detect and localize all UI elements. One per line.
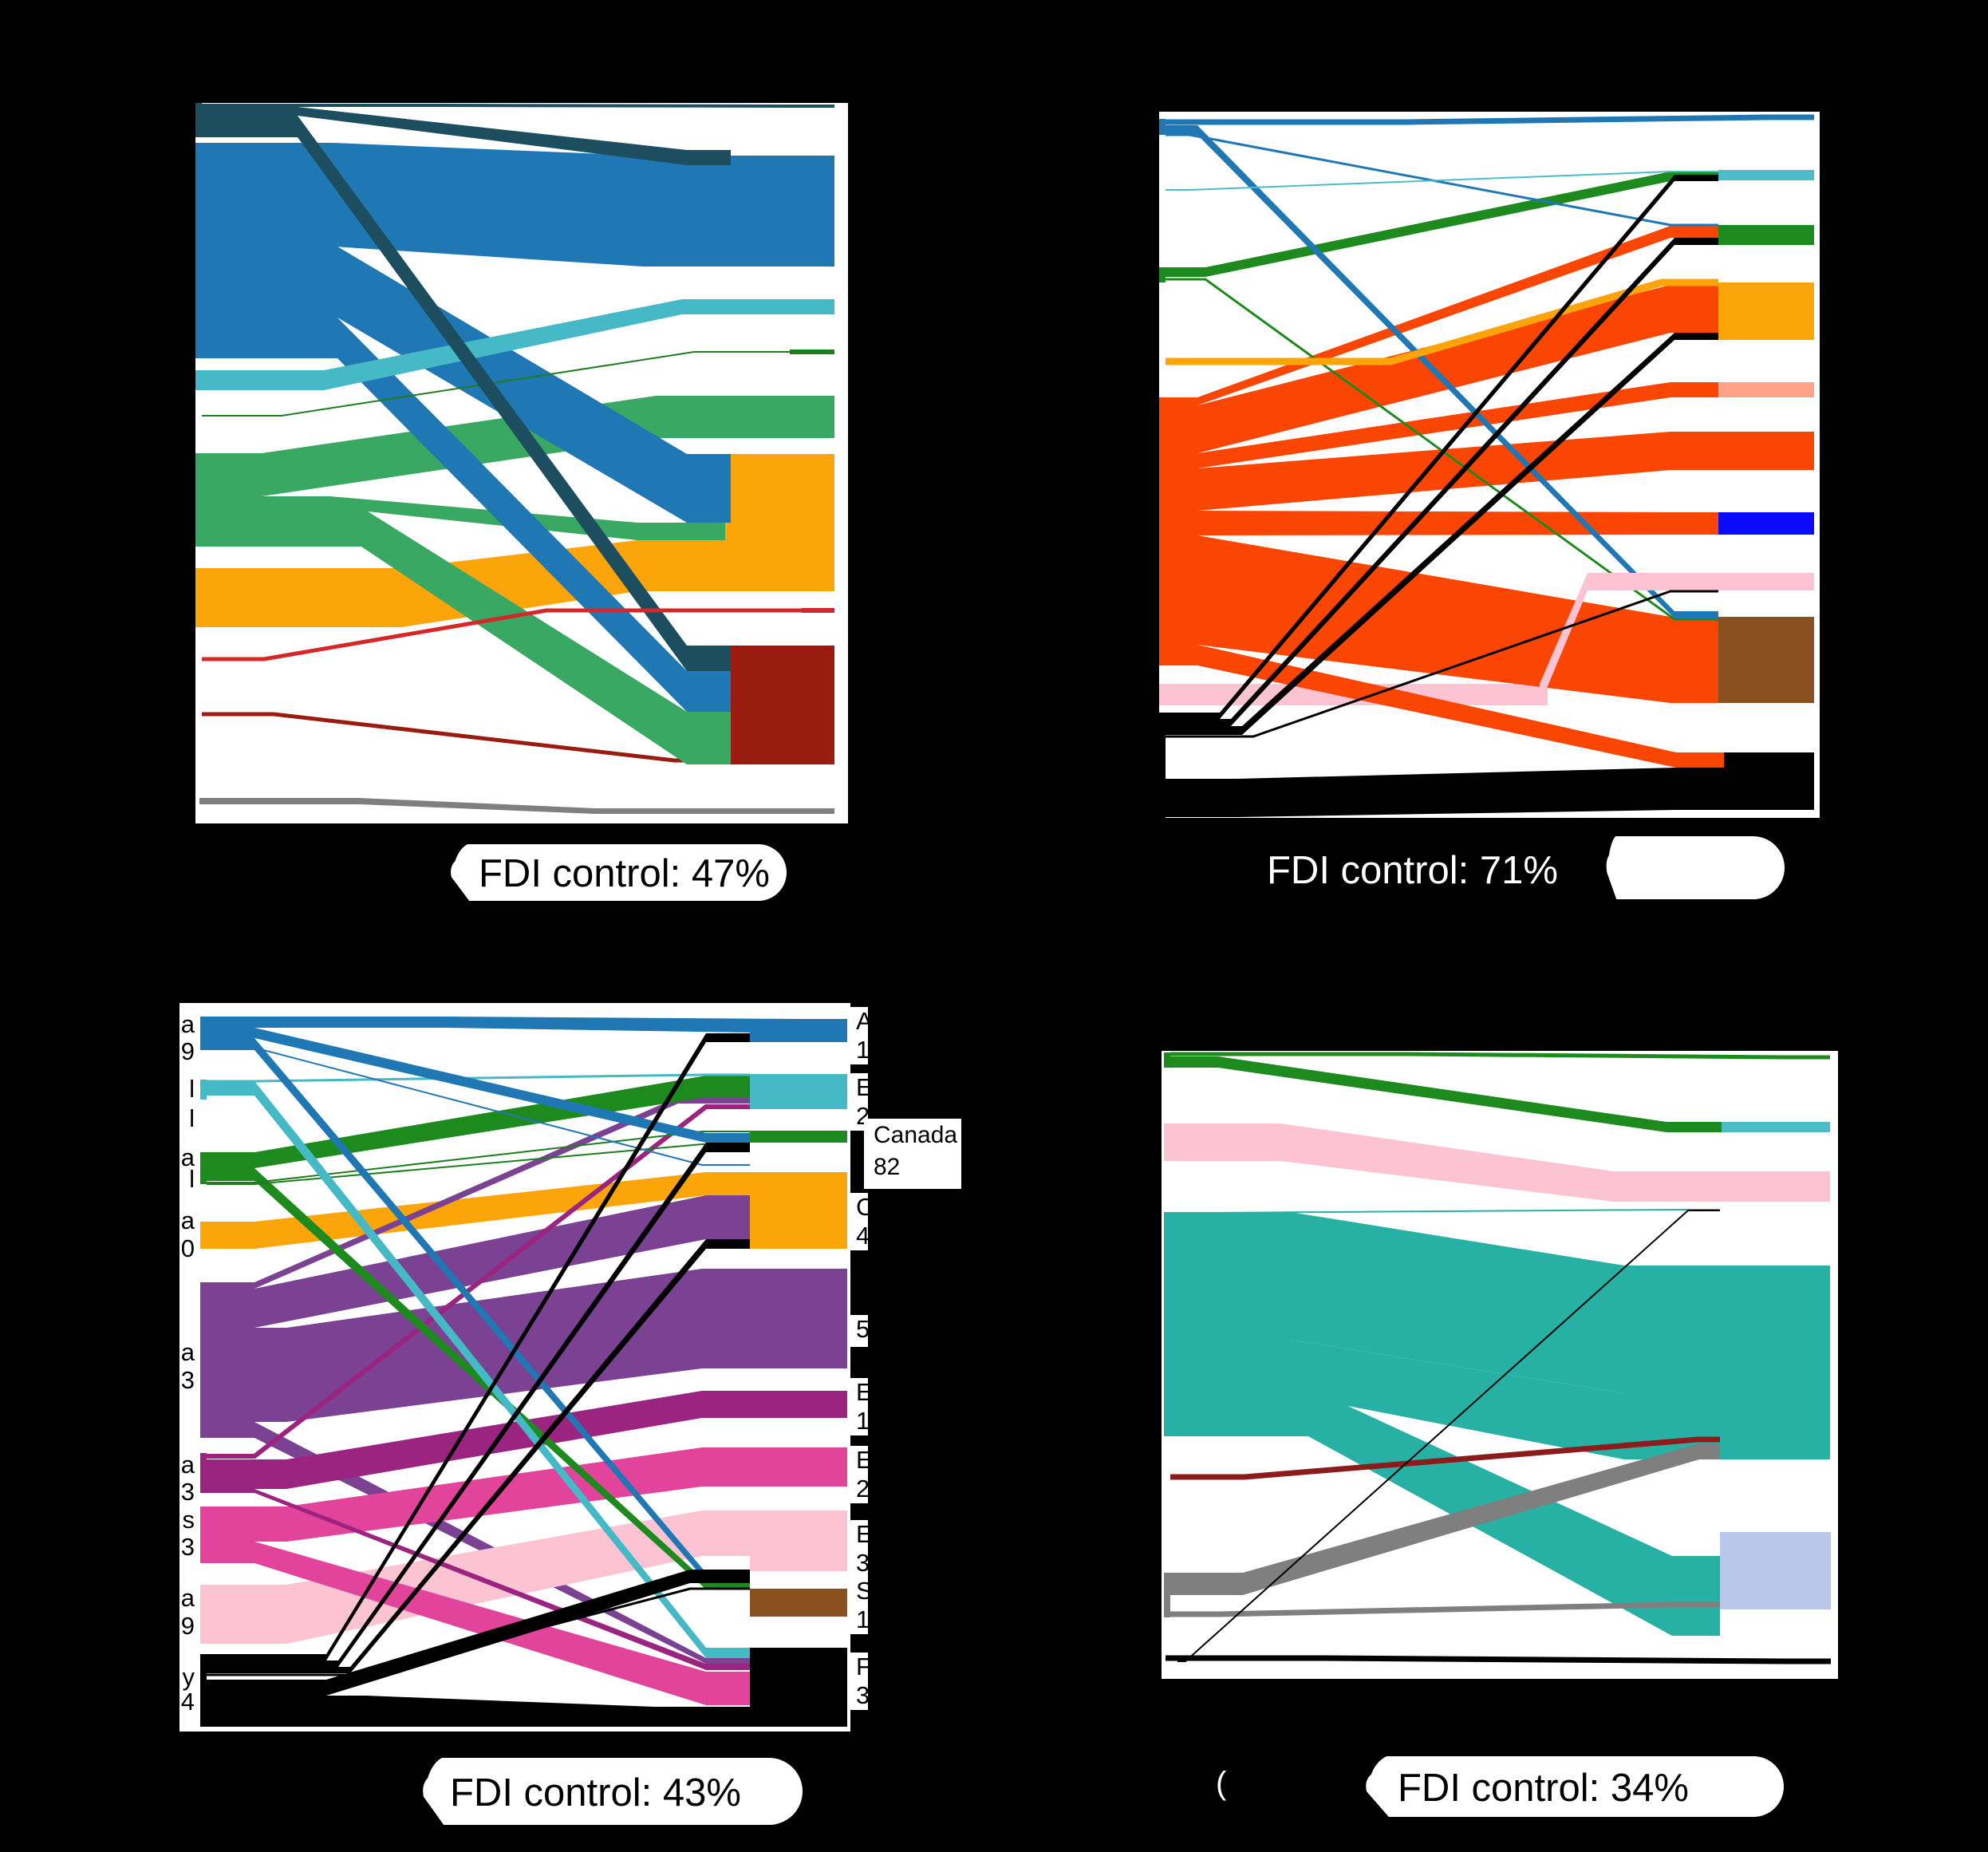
svg-text:Canada: Canada xyxy=(874,1122,957,1148)
svg-text:82: 82 xyxy=(874,1154,900,1180)
svg-text:FDI control: 43%: FDI control: 43% xyxy=(450,1771,741,1814)
svg-text:FDI control: 34%: FDI control: 34% xyxy=(1398,1767,1689,1810)
svg-text:FDI control: 71%: FDI control: 71% xyxy=(1267,849,1558,892)
svg-text:(: ( xyxy=(1216,1766,1227,1801)
svg-text:FDI control: 47%: FDI control: 47% xyxy=(479,852,770,895)
